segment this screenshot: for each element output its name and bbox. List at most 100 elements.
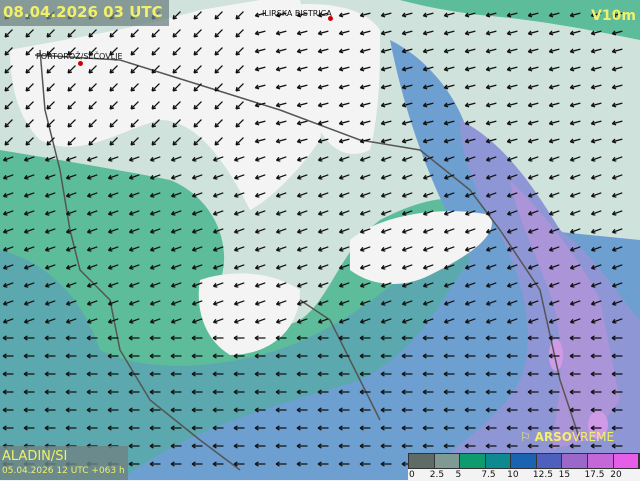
wind-arrow bbox=[23, 264, 35, 270]
wind-arrow bbox=[590, 335, 602, 341]
wind-arrow bbox=[506, 228, 518, 234]
wind-arrow bbox=[485, 174, 497, 180]
wind-arrow bbox=[23, 174, 35, 180]
wind-arrow bbox=[317, 371, 329, 377]
wind-arrow bbox=[25, 65, 34, 74]
wind-arrow bbox=[65, 353, 77, 359]
wind-arrow bbox=[317, 30, 329, 36]
wind-arrow bbox=[2, 335, 14, 341]
wind-arrow bbox=[548, 264, 560, 270]
wind-arrow bbox=[25, 137, 34, 146]
legend-swatches bbox=[408, 453, 640, 469]
wind-arrow bbox=[590, 246, 602, 252]
wind-arrow bbox=[44, 318, 56, 324]
wind-arrow bbox=[611, 48, 623, 54]
wind-arrow bbox=[235, 29, 244, 38]
wind-arrow bbox=[611, 425, 623, 431]
wind-arrow bbox=[170, 264, 182, 270]
wind-arrow bbox=[443, 282, 455, 288]
wind-arrow bbox=[485, 120, 497, 126]
wind-arrow bbox=[422, 335, 434, 341]
wind-arrow bbox=[590, 210, 602, 216]
wind-arrow bbox=[254, 12, 266, 18]
wind-arrow bbox=[464, 425, 476, 431]
wind-arrow bbox=[149, 228, 161, 234]
wind-arrow bbox=[485, 389, 497, 395]
wind-arrow bbox=[2, 282, 14, 288]
wind-arrow bbox=[2, 407, 14, 413]
wind-arrow bbox=[212, 246, 224, 252]
wind-arrow bbox=[296, 66, 308, 72]
parameter-label: V10m bbox=[591, 8, 636, 24]
wind-arrow bbox=[611, 300, 623, 306]
wind-arrow bbox=[611, 407, 623, 413]
wind-area-calm bbox=[10, 0, 323, 210]
wind-arrow bbox=[443, 371, 455, 377]
wind-arrow bbox=[359, 353, 371, 359]
wind-arrow bbox=[296, 335, 308, 341]
wind-arrow bbox=[527, 66, 539, 72]
wind-arrow bbox=[275, 264, 287, 270]
wind-arrow bbox=[611, 371, 623, 377]
wind-arrow bbox=[4, 83, 13, 92]
wind-arrow bbox=[149, 300, 161, 306]
wind-arrow bbox=[506, 30, 518, 36]
wind-arrow bbox=[527, 371, 539, 377]
wind-arrow bbox=[443, 443, 455, 449]
valid-time-label: 08.04.2026 03 UTC bbox=[0, 0, 169, 26]
wind-arrow bbox=[46, 47, 55, 56]
wind-arrow bbox=[506, 425, 518, 431]
wind-arrow bbox=[338, 264, 350, 270]
wind-arrow bbox=[4, 29, 13, 38]
wind-arrow bbox=[65, 300, 77, 306]
wind-arrow bbox=[338, 84, 350, 90]
wind-arrow bbox=[86, 300, 98, 306]
wind-arrow bbox=[275, 156, 287, 162]
legend-tick-label: 0 bbox=[409, 470, 415, 480]
wind-arrow bbox=[569, 30, 581, 36]
wind-arrow bbox=[464, 30, 476, 36]
wind-arrow bbox=[25, 119, 34, 128]
wind-arrow bbox=[44, 210, 56, 216]
wind-arrow bbox=[44, 282, 56, 288]
wind-arrow bbox=[170, 407, 182, 413]
wind-arrow bbox=[44, 264, 56, 270]
wind-arrow bbox=[338, 66, 350, 72]
wind-arrow bbox=[359, 48, 371, 54]
wind-arrow bbox=[233, 156, 245, 162]
wind-arrow bbox=[2, 353, 14, 359]
wind-arrow bbox=[380, 300, 392, 306]
wind-arrow bbox=[193, 101, 202, 110]
wind-arrow bbox=[2, 300, 14, 306]
wind-arrow bbox=[128, 300, 140, 306]
wind-arrow bbox=[128, 407, 140, 413]
wind-arrow bbox=[527, 389, 539, 395]
wind-arrow bbox=[401, 12, 413, 18]
wind-arrow bbox=[464, 282, 476, 288]
wind-arrow bbox=[464, 66, 476, 72]
wind-arrow bbox=[214, 101, 223, 110]
wind-arrow bbox=[296, 371, 308, 377]
wind-arrow bbox=[548, 30, 560, 36]
wind-arrow bbox=[506, 300, 518, 306]
wind-arrow bbox=[422, 246, 434, 252]
wind-arrow bbox=[46, 83, 55, 92]
place-label: PORTOROŽ/SEČOVLJE bbox=[36, 52, 123, 61]
wind-arrow bbox=[254, 192, 266, 198]
wind-arrow bbox=[422, 30, 434, 36]
wind-arrow bbox=[569, 246, 581, 252]
wind-arrow bbox=[422, 228, 434, 234]
wind-arrow bbox=[401, 84, 413, 90]
wind-arrow bbox=[527, 300, 539, 306]
wind-arrow bbox=[296, 300, 308, 306]
wind-arrow bbox=[46, 137, 55, 146]
wind-arrow bbox=[338, 228, 350, 234]
wind-arrow bbox=[527, 282, 539, 288]
wind-arrow bbox=[254, 84, 266, 90]
wind-arrow bbox=[128, 156, 140, 162]
wind-arrow bbox=[317, 318, 329, 324]
wind-arrow bbox=[151, 47, 160, 56]
wind-area-10 bbox=[120, 40, 640, 480]
wind-arrow bbox=[149, 192, 161, 198]
wind-arrow bbox=[548, 246, 560, 252]
